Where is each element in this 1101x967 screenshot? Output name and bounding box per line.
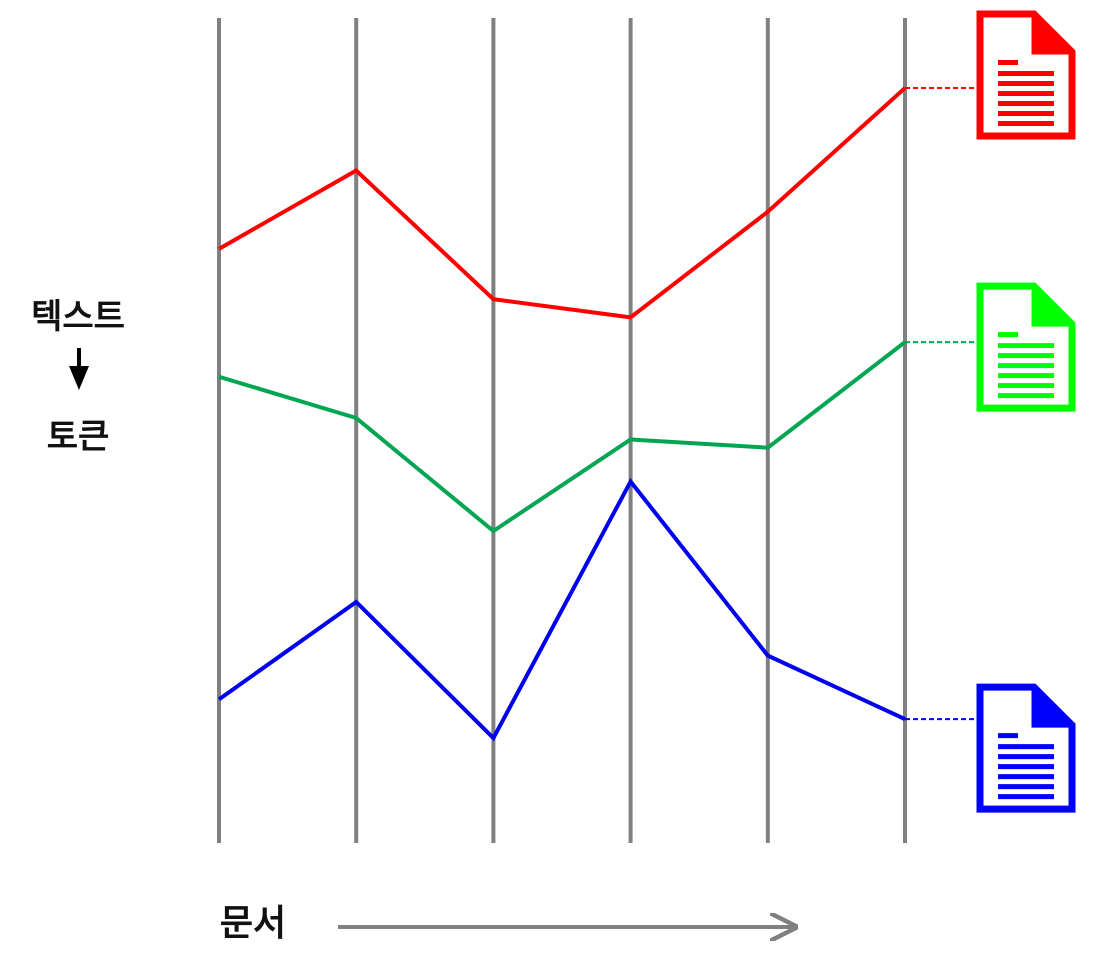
document-icon [976,10,1076,140]
text-label: 텍스트 [31,297,125,337]
down-arrow-icon [69,348,89,390]
token-label: 토큰 [47,417,110,457]
token-series-line [218,86,907,320]
document-icon [976,282,1076,412]
token-series-line [218,340,907,534]
document-icon [976,683,1076,813]
document-label: 문서 [220,903,286,944]
token-lines [217,86,976,742]
token-series-line [217,477,906,742]
document-icons [976,10,1076,813]
document-axes [217,18,907,843]
